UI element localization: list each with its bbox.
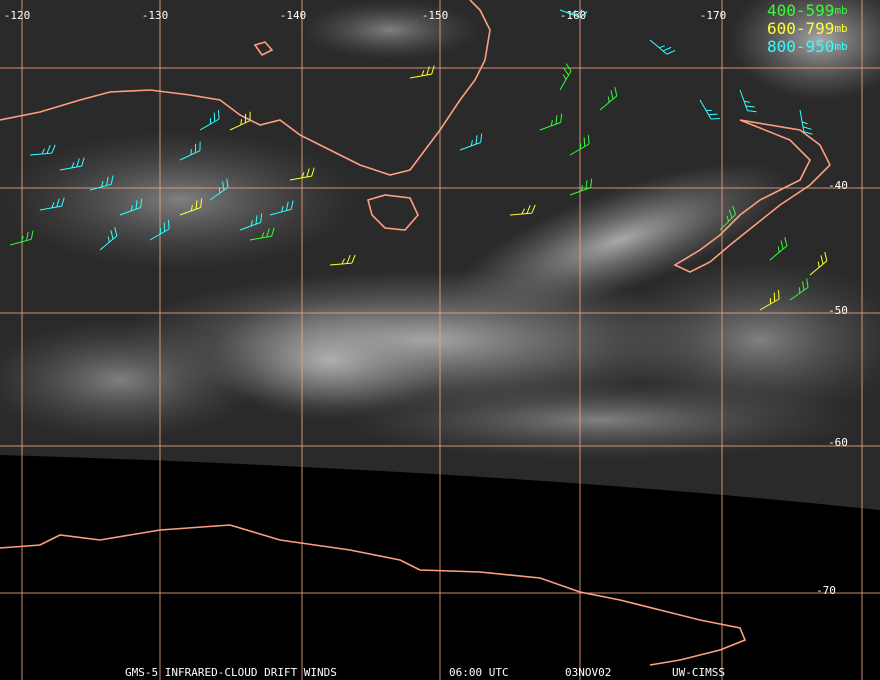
longitude-label: -170 [700, 9, 727, 22]
legend-entry: 800-950mb [767, 37, 848, 56]
longitude-label: -160 [560, 9, 587, 22]
coastlines [0, 0, 831, 666]
latitude-label: -50 [828, 304, 848, 317]
legend-unit: mb [834, 40, 847, 53]
legend-range: 400-599 [767, 1, 834, 20]
legend-range: 600-799 [767, 19, 834, 38]
legend-entry: 600-799mb [767, 19, 848, 38]
longitude-label: -140 [280, 9, 307, 22]
footer-date: 03NOV02 [565, 666, 611, 679]
footer-product: GMS-5 INFRARED-CLOUD DRIFT WINDS [125, 666, 337, 679]
legend-range: 800-950 [767, 37, 834, 56]
clouds [0, 0, 880, 460]
latitude-label: -60 [828, 436, 848, 449]
legend-unit: mb [834, 4, 847, 17]
labels: -120 -130 -140 -150 -160 -170 -40 -50 -60 -70 400-… [4, 1, 848, 680]
latitude-label: -40 [828, 179, 848, 192]
legend-unit: mb [834, 22, 847, 35]
longitude-label: -150 [422, 9, 449, 22]
legend-entry: 400-599mb [767, 1, 848, 20]
footer-source: UW-CIMSS [672, 666, 725, 679]
footer-time: 06:00 UTC [449, 666, 509, 679]
latitude-label: -70 [816, 584, 836, 597]
longitude-label: -130 [142, 9, 169, 22]
longitude-label: -120 [4, 9, 31, 22]
